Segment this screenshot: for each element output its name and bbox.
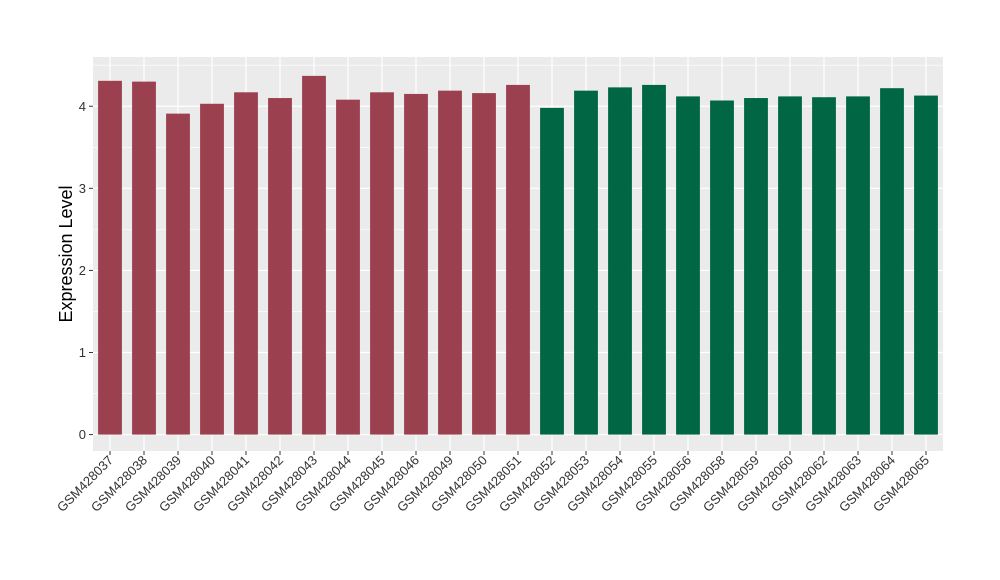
bars bbox=[98, 75, 938, 435]
bar-GSM428041 bbox=[234, 92, 258, 435]
bar-GSM428053 bbox=[574, 90, 598, 435]
bar-GSM428050 bbox=[472, 93, 496, 435]
y-tick-label: 0 bbox=[79, 427, 86, 442]
bar-GSM428046 bbox=[404, 93, 428, 435]
bar-GSM428043 bbox=[302, 75, 326, 435]
y-axis-title: Expression Level bbox=[56, 185, 76, 322]
bar-GSM428038 bbox=[132, 81, 156, 435]
x-axis: GSM428037GSM428038GSM428039GSM428040GSM4… bbox=[54, 451, 932, 515]
y-tick-label: 2 bbox=[79, 263, 86, 278]
y-tick-label: 1 bbox=[79, 345, 86, 360]
bar-GSM428045 bbox=[370, 92, 394, 435]
bar-GSM428044 bbox=[336, 99, 360, 435]
bar-GSM428049 bbox=[438, 90, 462, 435]
bar-GSM428042 bbox=[268, 98, 292, 435]
bar-GSM428063 bbox=[846, 96, 870, 435]
bar-GSM428064 bbox=[880, 88, 904, 435]
bar-GSM428059 bbox=[744, 98, 768, 435]
bar-GSM428051 bbox=[506, 84, 530, 435]
bar-GSM428058 bbox=[710, 100, 734, 435]
bar-GSM428056 bbox=[676, 96, 700, 435]
bar-GSM428065 bbox=[914, 95, 938, 435]
y-tick-label: 3 bbox=[79, 181, 86, 196]
bar-GSM428054 bbox=[608, 87, 632, 435]
bar-GSM428039 bbox=[166, 113, 190, 435]
bar-GSM428060 bbox=[778, 96, 802, 435]
bar-GSM428062 bbox=[812, 97, 836, 435]
y-tick-label: 4 bbox=[79, 99, 86, 114]
bar-GSM428055 bbox=[642, 84, 666, 435]
y-axis: 0 1 2 3 4 bbox=[79, 99, 93, 442]
bar-GSM428052 bbox=[540, 107, 564, 435]
bar-GSM428040 bbox=[200, 103, 224, 435]
bar-GSM428037 bbox=[98, 80, 122, 435]
